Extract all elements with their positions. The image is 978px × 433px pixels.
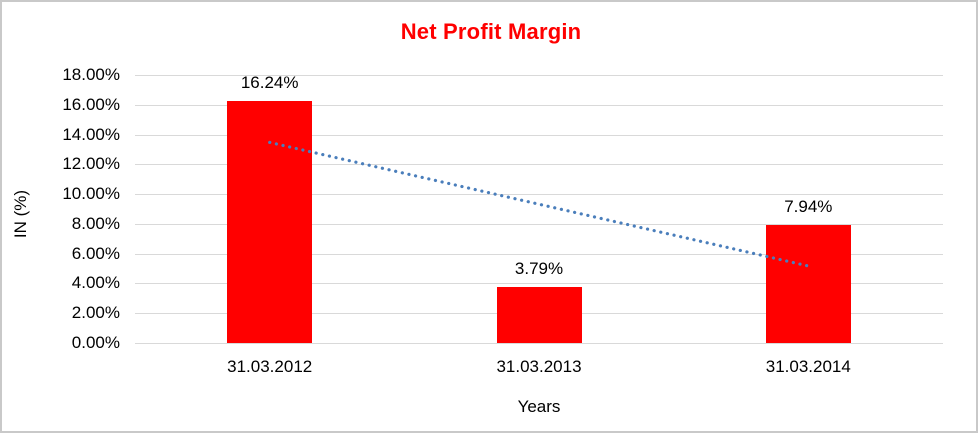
y-axis-tick-label: 0.00% (71, 333, 120, 352)
gridline (135, 253, 943, 255)
y-axis-tick-label: 16.00% (62, 94, 120, 114)
bar-31.03.2014 (765, 224, 851, 343)
x-axis-tick-label: 31.03.2014 (765, 357, 851, 376)
gridline (135, 283, 943, 285)
x-axis-tick-label: 31.03.2012 (227, 357, 313, 376)
data-label: 3.79% (514, 258, 564, 278)
data-label: 16.24% (240, 73, 299, 93)
y-axis-tick-label: 6.00% (71, 243, 120, 263)
gridline (135, 75, 943, 76)
y-axis-tick-label: 10.00% (62, 184, 120, 204)
y-axis-tick-label: 4.00% (71, 273, 120, 293)
x-axis-title: Years (517, 397, 561, 416)
gridline (135, 223, 943, 225)
chart-title: Net Profit Margin (400, 19, 582, 44)
gridline (135, 164, 943, 166)
data-label: 7.94% (784, 196, 833, 216)
plot-area: 16.24% 3.79% 7.94% (135, 73, 943, 344)
gridline (135, 343, 943, 344)
y-axis-tick-label: 14.00% (62, 124, 120, 144)
bar-31.03.2013 (496, 286, 582, 343)
y-axis-tick-label: 2.00% (71, 303, 120, 323)
y-axis-tick-label: 18.00% (62, 65, 120, 84)
gridline (135, 104, 943, 106)
y-axis-tick-label: 8.00% (71, 213, 120, 233)
y-axis-tick-labels: 18.00% 16.00% 14.00% 12.00% 10.00% 8.00% 6.00%… (2, 65, 120, 352)
y-axis-tick-label: 12.00% (62, 154, 120, 174)
gridline (135, 134, 943, 136)
gridline (135, 194, 943, 196)
x-axis-tick-label: 31.03.2013 (496, 357, 582, 376)
